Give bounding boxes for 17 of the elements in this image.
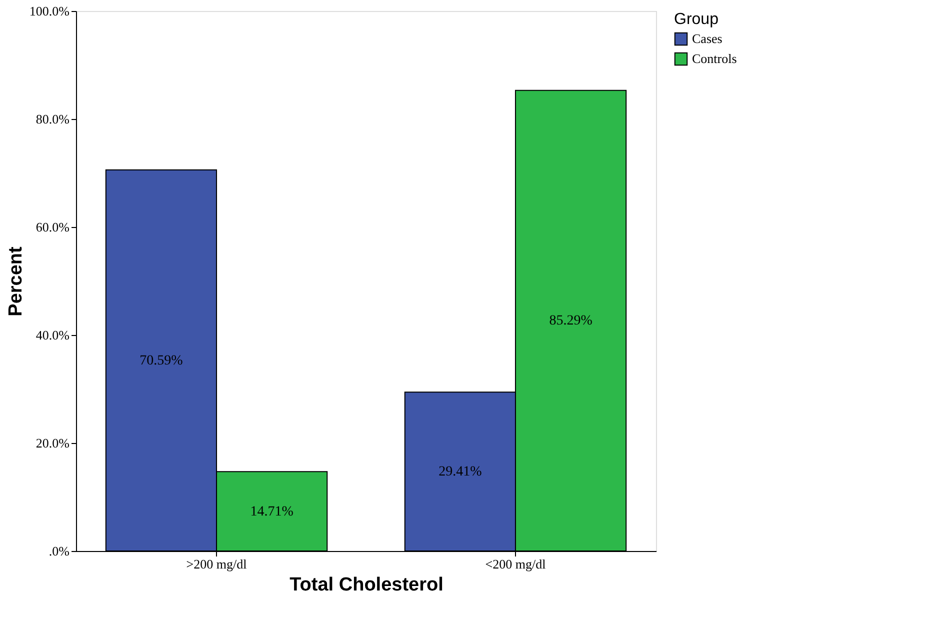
y-tick-label: .0%	[48, 544, 70, 558]
y-axis-title: Percent	[5, 246, 26, 316]
y-tick-label: 40.0%	[36, 328, 70, 342]
data-label: 70.59%	[140, 353, 184, 368]
y-tick-label: 60.0%	[36, 220, 70, 234]
data-label: 85.29%	[549, 314, 593, 329]
x-tick-label: >200 mg/dl	[186, 556, 248, 572]
y-tick-label: 20.0%	[36, 436, 70, 450]
legend-title: Group	[674, 11, 719, 28]
legend-label: Controls	[692, 51, 737, 66]
data-label: 29.41%	[438, 464, 482, 480]
x-axis-title: Total Cholesterol	[290, 574, 444, 596]
legend-label: Cases	[692, 31, 722, 46]
y-tick-label: 100.0%	[29, 4, 70, 18]
x-tick-label: <200 mg/dl	[485, 556, 546, 572]
y-tick-label: 80.0%	[36, 112, 70, 126]
data-label: 14.71%	[250, 504, 294, 520]
